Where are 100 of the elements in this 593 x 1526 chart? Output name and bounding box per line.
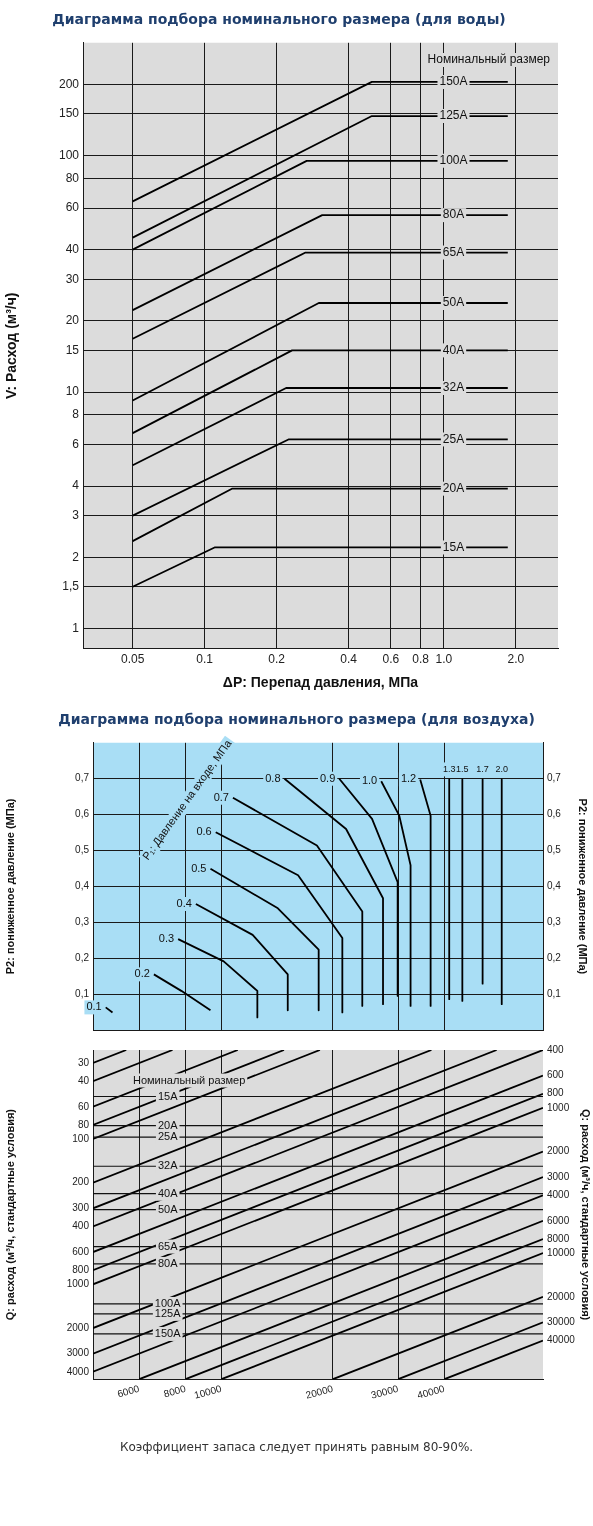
series-label: 80A	[442, 207, 465, 222]
y-axis-title: Q: расход (м³/ч, стандартные условия)	[3, 1108, 16, 1321]
y-axis-title: V: Расход (м³/ч)	[3, 292, 20, 400]
text: 600	[547, 1069, 565, 1081]
y2-tick-label: 0,3	[547, 916, 562, 928]
series-label: 25A	[442, 431, 465, 446]
y-tick-label: 400	[72, 1220, 90, 1232]
series-label: 0.5	[191, 861, 207, 874]
y2-axis-title: Q: расход (м³/ч, стандартные условия)	[579, 1108, 592, 1321]
ref-line-label: 80A	[157, 1256, 179, 1269]
series-label: 2.0	[495, 763, 508, 774]
y-tick-label: 3	[72, 507, 80, 522]
ref-line-label: 15A	[157, 1089, 179, 1102]
x-tick-label: 30000	[369, 1382, 400, 1401]
series-label: 125A	[439, 108, 468, 123]
series-label: 0.2	[134, 967, 150, 980]
x-tick-label: 20000	[304, 1382, 335, 1401]
text: 30000	[547, 1316, 576, 1328]
series-label: 0.1	[86, 1000, 102, 1013]
y-tick-label: 200	[72, 1176, 90, 1188]
text: 3000	[547, 1170, 570, 1182]
ref-line-label: 125A	[154, 1306, 182, 1319]
y-tick-label: 300	[72, 1202, 90, 1214]
x-tick-label: 0.4	[340, 652, 358, 667]
y-tick-label: 4	[72, 478, 80, 493]
legend-title: Номинальный размер	[133, 1073, 246, 1086]
y-tick-label: 800	[72, 1263, 90, 1275]
y-tick-label: 8	[72, 407, 80, 422]
y2-tick-label: 0,1	[547, 987, 562, 999]
legend-title: Номинальный размер	[427, 52, 551, 67]
ref-line-label: 25A	[157, 1130, 179, 1143]
y2-axis-title: P2: пониженное давление (МПа)	[577, 798, 590, 975]
text: 10000	[547, 1246, 576, 1258]
series-label: 32A	[442, 380, 465, 395]
y-tick-label: 0,3	[75, 916, 90, 928]
y-tick-label: 40	[65, 241, 80, 256]
y-tick-label: 0,7	[75, 772, 90, 784]
y-tick-label: 80	[77, 1118, 90, 1130]
series-label: 0.7	[213, 790, 229, 803]
y-tick-label: 100	[58, 147, 80, 162]
y-tick-label: 4000	[66, 1365, 90, 1377]
y-tick-label: 0,4	[75, 880, 90, 892]
text: 20000	[547, 1290, 576, 1302]
y-tick-label: 100	[72, 1132, 90, 1144]
chart-title: Диаграмма подбора номинального размера (для воды)	[52, 11, 506, 28]
text: 4000	[547, 1189, 570, 1201]
series-label: 0.9	[319, 771, 336, 784]
ref-line-label: 32A	[157, 1159, 179, 1172]
series-label: 1.0	[361, 774, 378, 787]
y-tick-label: 2	[72, 549, 80, 564]
y-tick-label: 0,1	[75, 987, 90, 999]
ref-line-label: 40A	[157, 1186, 179, 1199]
y-tick-label: 6	[72, 436, 80, 451]
y-tick-label: 20	[65, 313, 80, 328]
ref-line-label: 150A	[154, 1326, 182, 1339]
x-tick-label: 40000	[415, 1382, 447, 1401]
series-label: 1.2	[400, 772, 417, 785]
y-tick-label: 150	[58, 106, 80, 121]
y-tick-label: 60	[65, 200, 80, 215]
x-tick-label: 0.8	[412, 652, 430, 667]
y-tick-label: 600	[72, 1245, 90, 1257]
y-tick-label: 0,6	[75, 808, 90, 820]
series-label: 150A	[439, 74, 468, 89]
y2-tick-label: 0,5	[547, 844, 562, 856]
text: Коэффициент запаса следует принять равным 80-90%.	[118, 1440, 475, 1454]
x-tick-label: 0.05	[120, 652, 145, 667]
y-axis-title: P2: пониженное давление (МПа)	[3, 798, 16, 975]
chart-title: Диаграмма подбора номинального размера (для воздуха)	[58, 711, 535, 728]
y-tick-label: 1,5	[62, 579, 80, 594]
text: 8000	[547, 1232, 570, 1244]
x-tick-label: 8000	[162, 1382, 188, 1400]
y-tick-label: 2000	[66, 1321, 90, 1333]
y-tick-label: 30	[77, 1056, 90, 1068]
y2-tick-label: 0,7	[547, 772, 562, 784]
y2-tick-label: 0,6	[547, 808, 562, 820]
series-label: 40A	[442, 342, 465, 357]
series-label: 50A	[442, 295, 465, 310]
y2-tick-label: 0,4	[547, 880, 562, 892]
y2-tick-label: 0,2	[547, 951, 562, 963]
y-tick-label: 10	[65, 384, 80, 399]
y-tick-label: 3000	[66, 1347, 90, 1359]
x-tick-label: 1.0	[435, 652, 453, 667]
y-tick-label: 80	[65, 170, 80, 185]
ref-line-label: 50A	[157, 1202, 179, 1215]
series-label: 1.7	[476, 763, 489, 774]
x-tick-label: 0.2	[268, 652, 286, 667]
ref-line-label: 20A	[157, 1118, 179, 1131]
text: 400	[547, 1043, 565, 1055]
ref-line-label: 100A	[154, 1296, 182, 1309]
series-label: 15A	[442, 539, 465, 554]
text: 1000	[547, 1101, 570, 1113]
y-tick-label: 60	[77, 1100, 90, 1112]
x-tick-label: 10000	[192, 1382, 224, 1401]
x-tick-label: 2.0	[507, 652, 525, 667]
y-tick-label: 40	[77, 1074, 90, 1086]
y-tick-label: 0,2	[75, 951, 90, 963]
x-axis-title: ΔP: Перепад давления, МПа	[222, 674, 419, 691]
y-tick-label: 30	[65, 271, 80, 286]
y-tick-label: 0,5	[75, 844, 90, 856]
y-tick-label: 15	[65, 342, 80, 357]
